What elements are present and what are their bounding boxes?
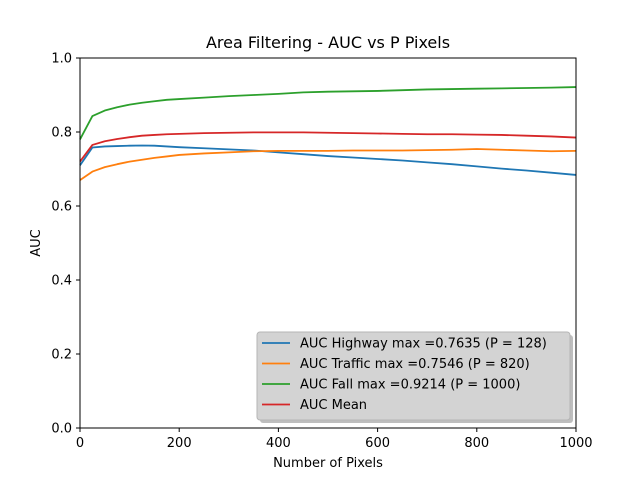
x-tick-label-1: 200 <box>167 436 192 451</box>
series-line-1 <box>79 148 577 181</box>
series-line-2 <box>79 86 577 140</box>
legend-label-1: AUC Traffic max =0.7546 (P = 820) <box>300 357 530 372</box>
ticks-layer: 0 200 400 600 800 1000 0.0 0.2 0.4 0.6 0.8 1.0 <box>51 52 592 452</box>
legend-label-3: AUC Mean <box>300 398 367 413</box>
plot-frame <box>79 57 577 429</box>
x-tick-label-0: 0 <box>76 436 84 451</box>
x-axis-label: Number of Pixels <box>273 456 383 471</box>
x-tick-label-3: 600 <box>365 436 390 451</box>
y-tick-label-2: 0.4 <box>51 274 72 289</box>
y-tick-label-5: 1.0 <box>51 52 72 67</box>
y-tick-label-1: 0.2 <box>51 348 72 363</box>
x-tick-label-4: 800 <box>464 436 489 451</box>
legend-label-2: AUC Fall max =0.9214 (P = 1000) <box>300 378 520 393</box>
y-tick-label-4: 0.8 <box>51 126 72 141</box>
legend-box <box>256 331 571 421</box>
chart-title: Area Filtering - AUC vs P Pixels <box>206 33 450 52</box>
legend-label-0: AUC Highway max =0.7635 (P = 128) <box>300 337 547 352</box>
x-tick-label-2: 400 <box>266 436 291 451</box>
legend: AUC Highway max =0.7635 (P = 128) AUC Tra… <box>256 331 573 423</box>
y-tick-label-0: 0.0 <box>51 422 72 437</box>
y-axis-label: AUC <box>29 229 44 257</box>
y-tick-label-3: 0.6 <box>51 200 72 215</box>
x-tick-label-5: 1000 <box>559 436 592 451</box>
series-layer <box>79 86 577 181</box>
series-line-3 <box>79 131 577 163</box>
series-line-0 <box>79 144 577 176</box>
